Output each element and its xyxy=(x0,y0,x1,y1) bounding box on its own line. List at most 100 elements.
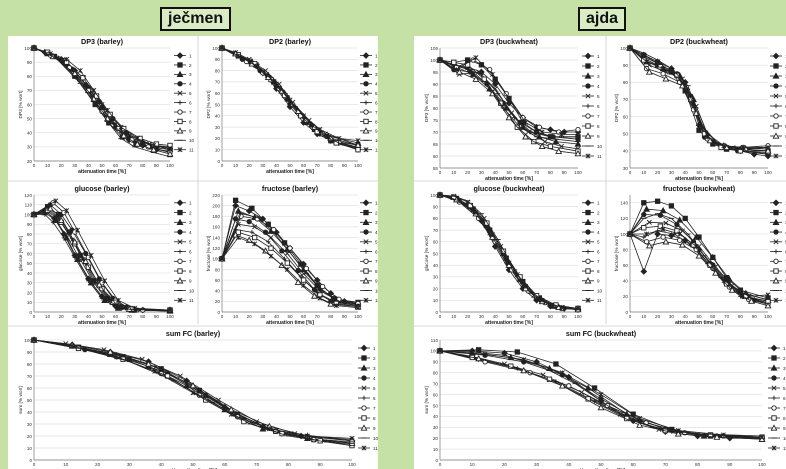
x-tick-label: 20 xyxy=(95,462,101,467)
series-5 xyxy=(627,45,771,152)
data-point xyxy=(542,139,548,145)
data-point xyxy=(467,202,474,209)
y-tick-label: 100 xyxy=(212,46,220,51)
data-point xyxy=(575,126,581,133)
series-line xyxy=(439,194,579,309)
y-tick-label: 20 xyxy=(433,286,439,291)
x-tick-label: 40 xyxy=(86,314,92,319)
data-point xyxy=(50,220,56,225)
y-tick-label: 100 xyxy=(430,193,438,198)
x-tick-label: 50 xyxy=(190,462,196,467)
data-point xyxy=(109,298,117,305)
legend-marker xyxy=(773,268,779,274)
x-tick-label: 70 xyxy=(315,314,321,319)
legend-label: 4 xyxy=(375,230,378,235)
data-point xyxy=(574,140,582,147)
data-point xyxy=(235,53,241,59)
data-point xyxy=(713,433,721,440)
legend-label: 3 xyxy=(373,366,376,371)
x-tick-label: 90 xyxy=(154,314,160,319)
data-point xyxy=(704,134,710,140)
legend-marker xyxy=(361,385,367,391)
data-point xyxy=(303,265,309,272)
legend-label: 2 xyxy=(375,63,378,68)
data-point xyxy=(355,147,361,153)
data-point xyxy=(660,71,666,77)
data-point xyxy=(115,125,121,132)
series-line xyxy=(221,47,359,144)
legend-marker xyxy=(771,355,777,361)
x-tick-label: 20 xyxy=(59,314,65,319)
series-11 xyxy=(437,192,581,312)
legend-label: 2 xyxy=(189,63,192,68)
y-tick-label: 90 xyxy=(27,350,33,355)
x-tick-label: 100 xyxy=(764,170,772,175)
y-tick-label: 60 xyxy=(433,154,439,159)
data-point xyxy=(505,113,513,121)
y-tick-label: 10 xyxy=(433,447,439,452)
data-point xyxy=(644,231,650,237)
series-6 xyxy=(437,192,581,312)
chart-dp3k: DP3 (buckwheat)5560657075808590951001050… xyxy=(424,37,603,182)
data-point xyxy=(85,87,92,94)
data-point xyxy=(177,373,183,379)
data-point xyxy=(102,278,108,284)
y-tick-label: 70 xyxy=(433,130,439,135)
data-point xyxy=(317,295,323,301)
data-point xyxy=(657,223,664,229)
y-tick-label: 80 xyxy=(623,80,629,85)
data-point xyxy=(284,266,290,272)
data-point xyxy=(114,354,120,360)
y-tick-label: 100 xyxy=(430,349,438,354)
legend-marker xyxy=(584,132,592,139)
data-point xyxy=(655,61,660,66)
y-tick-label: 50 xyxy=(27,261,33,266)
data-point xyxy=(107,111,113,118)
legend-marker xyxy=(585,123,591,129)
x-tick-label: 90 xyxy=(342,163,348,168)
data-point xyxy=(31,337,37,343)
data-point xyxy=(523,119,529,125)
series-10 xyxy=(627,47,771,155)
x-tick-label: 30 xyxy=(72,314,78,319)
legend-marker xyxy=(177,100,183,105)
legend-label: 4 xyxy=(189,230,192,235)
legend-marker xyxy=(363,90,369,96)
data-point xyxy=(106,348,114,355)
x-tick-label: 20 xyxy=(247,163,253,168)
data-point xyxy=(536,124,543,130)
y-tick-label: 40 xyxy=(433,414,439,419)
legend-marker xyxy=(177,62,183,68)
x-tick-label: 90 xyxy=(752,314,758,319)
data-point xyxy=(645,242,653,249)
series-11 xyxy=(437,55,581,137)
data-point xyxy=(539,129,545,135)
legend-marker xyxy=(363,81,369,87)
chart-title: glucose (barley) xyxy=(74,184,130,193)
data-point xyxy=(677,231,683,237)
x-tick-label: 10 xyxy=(45,314,51,319)
legend-label: 6 xyxy=(375,249,378,254)
legend-label: 11 xyxy=(375,148,378,153)
x-tick-label: 30 xyxy=(479,314,485,319)
legend-marker xyxy=(363,62,369,68)
data-point xyxy=(72,229,78,235)
x-tick-label: 100 xyxy=(166,314,174,319)
x-tick-label: 0 xyxy=(33,314,36,319)
legend-label: 10 xyxy=(597,288,603,293)
x-tick-label: 20 xyxy=(655,170,661,175)
series-line xyxy=(439,194,579,309)
series-6 xyxy=(219,227,361,308)
data-point xyxy=(77,68,83,74)
series-9 xyxy=(436,347,766,442)
data-point xyxy=(64,56,70,62)
series-line xyxy=(33,47,171,146)
x-tick-label: 80 xyxy=(695,462,701,467)
legend-label: 8 xyxy=(783,416,786,421)
data-point xyxy=(482,351,488,357)
series-line xyxy=(33,47,171,151)
legend-marker xyxy=(585,249,591,254)
data-point xyxy=(489,71,495,77)
x-tick-label: 60 xyxy=(520,314,526,319)
chart-glub: glucose (barley)010203040506070809010011… xyxy=(18,184,195,326)
